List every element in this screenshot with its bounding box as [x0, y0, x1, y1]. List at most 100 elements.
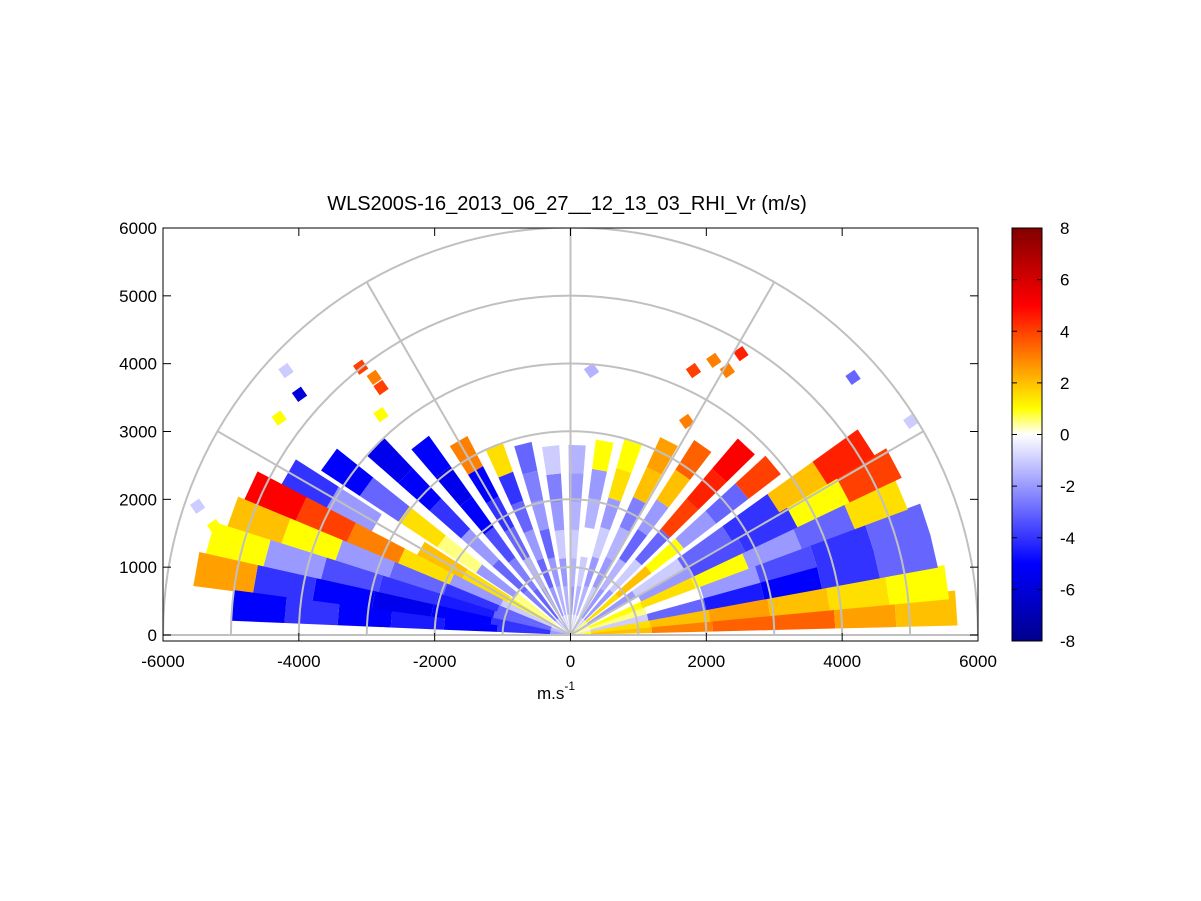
radar-beam-gate — [589, 607, 647, 630]
radar-beam-gate — [493, 611, 552, 631]
colorbar-tick-label: -8 — [1060, 632, 1075, 651]
radar-beam-gate — [500, 599, 553, 628]
radar-isolated-gate — [206, 518, 223, 535]
radar-beam-gate — [337, 604, 393, 628]
radar-beam-gate — [497, 605, 552, 629]
radar-beam-gate — [514, 441, 538, 475]
radar-beam-gate — [708, 598, 770, 622]
radar-beam-gate — [569, 529, 579, 559]
radar-beam-gate — [735, 455, 781, 499]
radar-beam-gate — [699, 565, 761, 599]
radar-beam-gate — [243, 471, 307, 522]
radar-beam-gate — [690, 552, 749, 589]
radar-beam-core — [555, 620, 571, 635]
x-axis-label-exponent: -1 — [564, 679, 575, 693]
radar-isolated-gate — [366, 369, 382, 386]
radar-beam-gate — [885, 565, 950, 605]
radar-beam-gate — [514, 593, 555, 624]
radar-beam-gate — [498, 471, 524, 506]
radar-beam-gate — [490, 617, 551, 633]
radar-beam-gate — [435, 593, 495, 618]
colorbar-tick-label: 2 — [1060, 374, 1069, 393]
radar-beam-gate — [492, 559, 528, 594]
radar-beam-gate — [616, 438, 643, 473]
colorbar-tick-label: -4 — [1060, 529, 1075, 548]
radar-beam-gate — [587, 590, 636, 625]
x-axis: -6000 -4000 -2000 0 2000 4000 6000 — [141, 228, 997, 671]
radar-beam-gate — [635, 528, 670, 566]
radar-beam-gate — [812, 429, 876, 485]
radar-beam-gate — [633, 466, 662, 504]
radar-beam-gate — [205, 522, 271, 568]
radar-beam-gate — [767, 587, 830, 617]
x-tick-label: 6000 — [959, 652, 997, 671]
radar-beam-core — [570, 629, 591, 635]
radar-beam-gate — [590, 613, 649, 632]
radar-beam-gate — [398, 506, 446, 548]
y-axis: 0 1000 2000 3000 4000 5000 6000 — [119, 219, 978, 645]
radar-beam-gate — [549, 586, 564, 617]
radar-beam-gate — [511, 500, 534, 534]
radar-beam-gate — [532, 587, 559, 620]
radar-beam-gate — [600, 497, 621, 531]
radar-isolated-gate — [706, 352, 722, 369]
radar-isolated-gate — [278, 362, 294, 379]
polar-grid — [163, 228, 978, 636]
radar-beam-gate — [397, 548, 455, 585]
radar-beam-gate — [660, 498, 699, 538]
y-tick-label: 3000 — [119, 423, 157, 442]
radar-beam-gate — [639, 577, 696, 609]
radar-beam-gate — [741, 528, 802, 569]
radar-beam-gate — [619, 528, 648, 564]
radar-beam-gate — [536, 558, 554, 589]
colorbar-tick-label: -2 — [1060, 477, 1075, 496]
radar-isolated-gate — [685, 362, 702, 379]
radar-beam-core — [570, 619, 586, 635]
radar-beam-gate — [656, 469, 690, 508]
radar-beam-gate — [592, 556, 613, 589]
radar-beam-gate — [583, 589, 614, 621]
grid-spoke — [569, 281, 776, 636]
radar-beam-gate — [585, 593, 620, 623]
radar-isolated-gate — [719, 362, 736, 379]
radar-beam-core — [564, 615, 571, 635]
radar-beam-gate — [449, 574, 504, 607]
radar-beam-gate — [760, 566, 823, 600]
radar-beam-gate — [547, 557, 561, 588]
radar-beam-gate — [865, 503, 931, 552]
range-ring — [163, 228, 978, 636]
radar-beam-gate — [754, 544, 818, 583]
grid-spoke — [365, 281, 572, 636]
radar-data-layer — [189, 345, 958, 635]
radar-beam-gate — [615, 566, 652, 598]
radar-beam-gate — [496, 625, 551, 635]
radar-beam-gate — [390, 611, 445, 630]
x-tick-label: 0 — [566, 652, 575, 671]
radar-beam-gate — [542, 445, 561, 475]
radar-beam-gate — [522, 470, 544, 503]
radar-beam-gate — [193, 552, 258, 594]
radar-beam-core — [570, 614, 575, 635]
radar-beam-gate — [576, 556, 588, 587]
y-tick-label: 4000 — [119, 355, 157, 374]
y-tick-label: 2000 — [119, 490, 157, 509]
radar-isolated-gate — [733, 345, 749, 362]
colorbar-tick-label: 6 — [1060, 271, 1069, 290]
radar-beam-gate — [608, 468, 632, 502]
radar-beam-gate — [227, 496, 291, 545]
radar-beam-gate — [584, 498, 601, 529]
radar-beam-gate — [550, 501, 565, 531]
radar-beam-gate — [558, 558, 568, 587]
radar-beam-gate — [335, 540, 395, 579]
radar-beam-gate — [484, 527, 516, 563]
colorbar-ticks: 8 6 4 2 0 -2 -4 -6 -8 — [1012, 219, 1075, 651]
y-tick-label: 1000 — [119, 558, 157, 577]
radar-isolated-gate — [291, 386, 308, 402]
y-tick-label: 6000 — [119, 219, 157, 238]
radar-beam-gate — [366, 437, 413, 484]
x-tick-label: 2000 — [687, 652, 725, 671]
radar-beam-gate — [600, 558, 626, 592]
radar-beam-gate — [646, 597, 707, 621]
radar-beam-gate — [677, 526, 732, 569]
radar-beam-gate — [637, 565, 694, 602]
